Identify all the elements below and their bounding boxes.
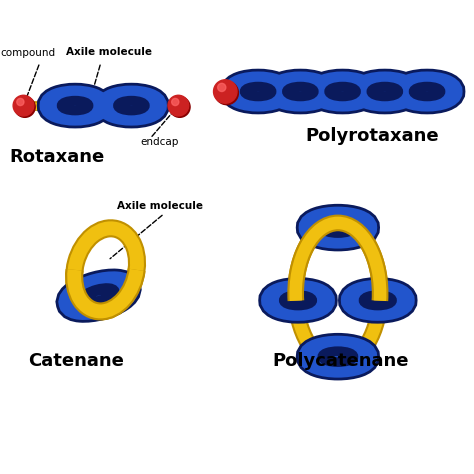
Circle shape: [13, 95, 34, 116]
Circle shape: [218, 83, 226, 91]
Text: endcap: endcap: [141, 137, 179, 147]
Circle shape: [215, 81, 238, 105]
Text: Rotaxane: Rotaxane: [9, 148, 105, 166]
Circle shape: [172, 99, 179, 106]
Circle shape: [213, 80, 237, 103]
Circle shape: [17, 99, 24, 106]
Circle shape: [169, 97, 190, 118]
Circle shape: [168, 95, 189, 116]
Text: Axile molecule: Axile molecule: [118, 201, 203, 211]
Text: Polyrotaxane: Polyrotaxane: [305, 127, 438, 145]
Text: Polycatenane: Polycatenane: [272, 352, 409, 370]
Text: Axile molecule: Axile molecule: [66, 47, 152, 57]
Text: Catenane: Catenane: [28, 352, 124, 370]
Text: compound: compound: [0, 48, 55, 58]
Circle shape: [15, 97, 35, 118]
